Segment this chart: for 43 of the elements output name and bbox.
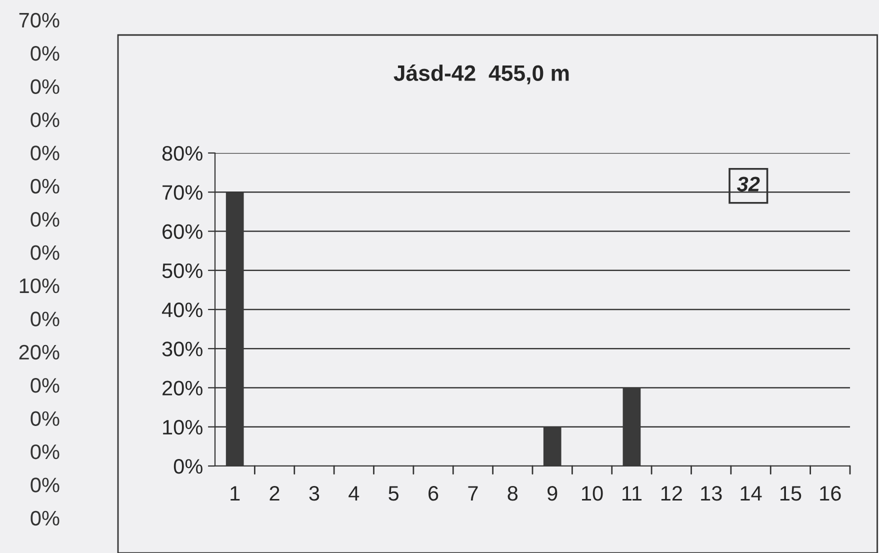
y-tick-label: 80% bbox=[162, 146, 202, 161]
text: 0% bbox=[30, 146, 60, 160]
x-tick-label: 1 bbox=[230, 486, 240, 501]
text: 0% bbox=[30, 444, 60, 460]
x-tick-label: 9 bbox=[548, 486, 558, 501]
chart-title: Jásd-42 455,0 m bbox=[394, 64, 569, 84]
text: 0% bbox=[30, 312, 60, 326]
x-tick-label: 12 bbox=[661, 486, 682, 501]
text: 70% bbox=[19, 12, 60, 28]
annotation: 32 bbox=[736, 176, 760, 192]
text: 0% bbox=[30, 510, 60, 526]
x-tick-label: 8 bbox=[508, 486, 518, 501]
x-tick-label: 10 bbox=[582, 486, 603, 501]
text: 0% bbox=[30, 245, 60, 260]
x-tick-label: 4 bbox=[348, 486, 360, 501]
x-tick-label: 2 bbox=[270, 486, 280, 501]
y-tick-label: 60% bbox=[162, 224, 202, 240]
y-tick-label: 20% bbox=[162, 380, 202, 396]
y-tick-label: 30% bbox=[162, 342, 202, 356]
y-tick-label: 40% bbox=[162, 302, 202, 318]
x-tick-label: 11 bbox=[622, 486, 642, 501]
y-tick-label: 10% bbox=[163, 420, 202, 435]
x-tick-label: 6 bbox=[428, 486, 438, 501]
x-tick-label: 7 bbox=[468, 486, 478, 501]
y-tick-label: 0% bbox=[174, 459, 202, 474]
text: 0% bbox=[30, 478, 60, 492]
x-tick-label: 15 bbox=[780, 486, 802, 501]
x-tick-label: 16 bbox=[820, 486, 841, 501]
x-tick-label: 3 bbox=[309, 486, 320, 501]
text: 0% bbox=[30, 212, 60, 227]
text: 0% bbox=[30, 46, 60, 61]
text: 20% bbox=[19, 344, 60, 360]
text: 0% bbox=[30, 411, 60, 426]
x-tick-label: 5 bbox=[388, 486, 399, 501]
y-tick-label: 70% bbox=[162, 185, 202, 200]
x-tick-label: 13 bbox=[701, 486, 722, 501]
text: 0% bbox=[30, 79, 60, 94]
x-tick-label: 14 bbox=[740, 486, 762, 501]
y-tick-label: 50% bbox=[162, 263, 202, 278]
text: 0% bbox=[30, 112, 60, 128]
text: 10% bbox=[20, 278, 60, 294]
text: 0% bbox=[30, 378, 60, 393]
text: 0% bbox=[30, 178, 60, 194]
